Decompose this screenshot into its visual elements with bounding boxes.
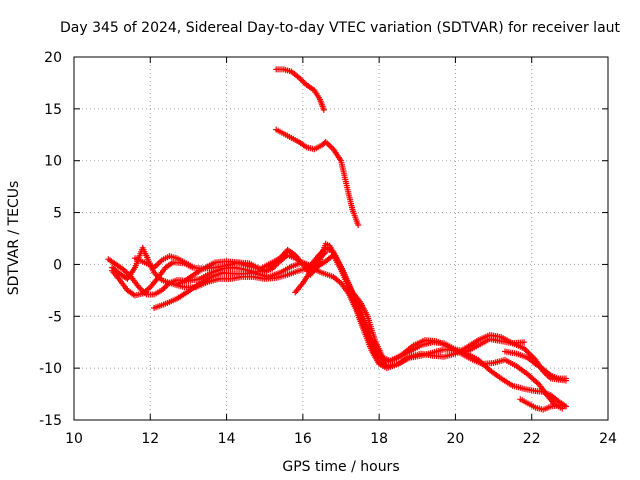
data-series <box>105 66 569 413</box>
data-point <box>355 222 362 228</box>
series-arc-upper-1 <box>273 66 327 113</box>
x-tick-label: 20 <box>447 431 465 447</box>
series-arc-upper-2 <box>273 126 362 228</box>
y-tick-label: -10 <box>39 361 62 377</box>
x-tick-label: 24 <box>599 431 617 447</box>
data-point <box>559 405 566 412</box>
data-point <box>521 339 528 346</box>
y-axis-tick-labels: -15 -10 -5 0 5 10 15 20 <box>39 50 62 429</box>
y-tick-label: 0 <box>53 257 62 273</box>
series-arc-i <box>517 396 562 413</box>
grid-lines <box>74 57 608 420</box>
plot-frame <box>73 56 609 421</box>
series-arc-h <box>502 348 569 382</box>
series-arc-e <box>174 255 283 288</box>
y-tick-label: 20 <box>44 50 62 66</box>
data-point <box>555 402 562 409</box>
y-tick-label: 10 <box>44 154 62 170</box>
series-arc-g <box>292 249 329 296</box>
chart-title: Day 345 of 2024, Sidereal Day-to-day VTE… <box>60 20 621 36</box>
x-tick-label: 14 <box>218 431 236 447</box>
data-point <box>322 249 329 255</box>
x-tick-label: 10 <box>65 431 83 447</box>
y-tick-label: -5 <box>48 309 62 325</box>
y-tick-label: 15 <box>44 102 62 118</box>
x-tick-label: 18 <box>370 431 388 447</box>
data-point <box>563 403 569 410</box>
x-tick-label: 16 <box>294 431 312 447</box>
x-tick-label: 22 <box>523 431 541 447</box>
axis-ticks <box>73 56 609 421</box>
data-point <box>277 255 283 262</box>
data-point <box>563 375 569 382</box>
y-axis-label: SDTVAR / TECUs <box>6 181 22 296</box>
x-axis-tick-labels: 10 12 14 16 18 20 22 24 <box>65 431 617 447</box>
data-point <box>189 263 196 270</box>
x-axis-label: GPS time / hours <box>282 459 399 475</box>
y-tick-label: 5 <box>53 206 62 222</box>
x-tick-label: 12 <box>141 431 159 447</box>
series-arc-f <box>132 253 196 271</box>
data-point <box>320 106 327 113</box>
data-point <box>534 380 541 387</box>
y-tick-label: -15 <box>39 413 62 429</box>
